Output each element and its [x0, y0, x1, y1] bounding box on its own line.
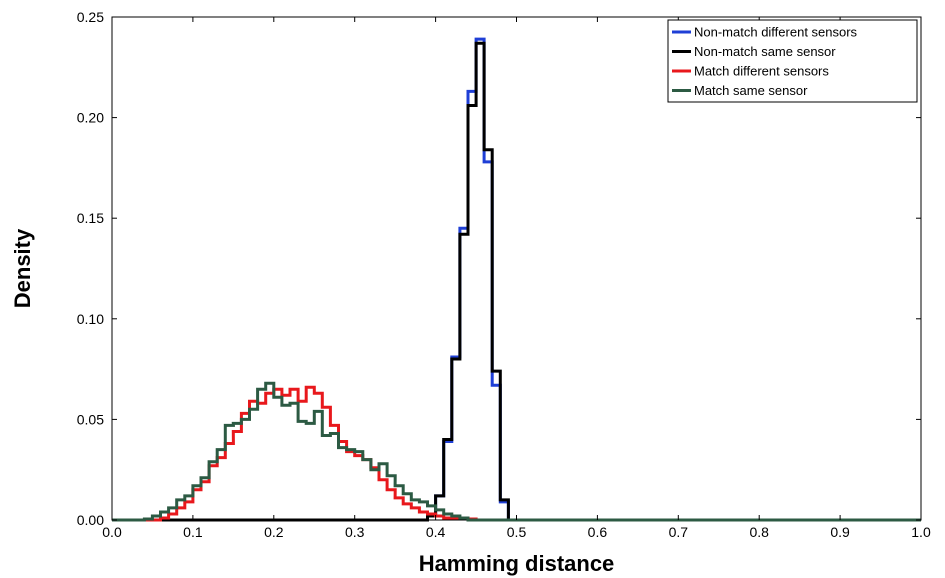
series-line-3 — [112, 381, 921, 522]
y-tick-label: 0.00 — [77, 512, 104, 528]
series-layer — [112, 37, 921, 522]
y-tick-label: 0.10 — [77, 311, 104, 327]
y-tick-label: 0.20 — [77, 110, 104, 126]
x-tick-label: 0.8 — [749, 524, 769, 540]
x-tick-label: 0.4 — [426, 524, 446, 540]
x-tick-label: 0.1 — [183, 524, 203, 540]
y-tick-label: 0.05 — [77, 411, 104, 427]
legend-label: Non-match different sensors — [694, 25, 858, 40]
legend-label: Non-match same sensor — [694, 44, 836, 59]
x-tick-label: 0.0 — [102, 524, 122, 540]
x-tick-label: 0.7 — [669, 524, 689, 540]
x-axis-title: Hamming distance — [419, 551, 615, 576]
tick-layer: 0.0 0.1 0.2 0.3 0.4 0.5 0.6 0.7 0.8 0.9 1.0 0.00 0.0… — [77, 9, 931, 540]
y-tick-label: 0.15 — [77, 210, 104, 226]
x-tick-label: 0.2 — [264, 524, 284, 540]
y-tick-label: 0.25 — [77, 9, 104, 25]
legend: Non-match different sensors Non-match sam… — [667, 19, 918, 103]
x-tick-label: 0.3 — [345, 524, 365, 540]
x-tick-label: 0.6 — [588, 524, 608, 540]
x-tick-label: 1.0 — [911, 524, 931, 540]
x-tick-label: 0.5 — [507, 524, 527, 540]
legend-box — [667, 19, 918, 103]
legend-label: Match same sensor — [694, 83, 808, 98]
x-tick-label: 0.9 — [830, 524, 850, 540]
y-axis-title: Density — [10, 228, 35, 308]
legend-label: Match different sensors — [694, 64, 829, 79]
